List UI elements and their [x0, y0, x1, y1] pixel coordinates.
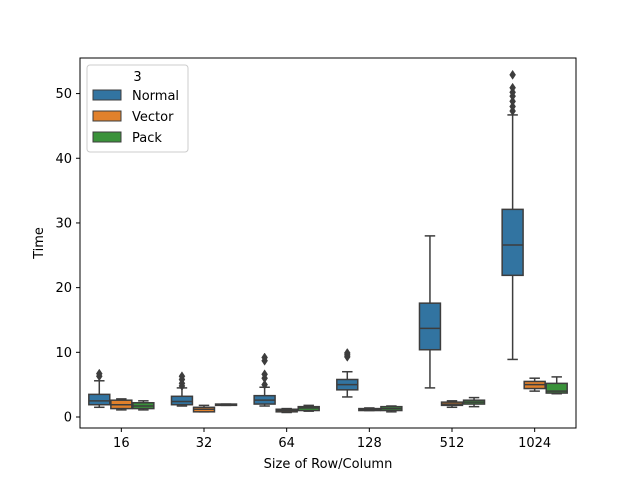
box-iqr — [170, 395, 194, 406]
x-tick-label: 32 — [196, 436, 213, 451]
x-tick-label: 512 — [440, 436, 465, 451]
outlier-point — [343, 348, 351, 358]
box-iqr — [501, 208, 524, 277]
legend-swatch-normal — [92, 89, 122, 101]
box-vector-16 — [110, 398, 133, 411]
y-tick-label: 30 — [55, 216, 72, 231]
box-vector-32 — [192, 404, 216, 413]
outlier-point — [509, 82, 516, 93]
box-pack-1024 — [545, 376, 568, 395]
legend-title: 3 — [133, 70, 141, 85]
legend-frame — [86, 64, 189, 153]
y-tick-label: 20 — [55, 281, 72, 296]
box-iqr — [545, 382, 568, 394]
box-normal-128 — [336, 348, 359, 398]
outlier-point — [95, 368, 103, 379]
x-tick-label: 1024 — [518, 436, 551, 451]
legend-label-vector: Vector — [132, 110, 174, 125]
box-vector-128 — [358, 407, 381, 412]
x-tick-label: 128 — [357, 436, 382, 451]
legend-label-pack: Pack — [132, 131, 162, 146]
x-tick-label: 16 — [113, 436, 130, 451]
box-normal-16 — [88, 368, 111, 409]
plot-frame — [79, 57, 577, 429]
y-tick-label: 0 — [64, 411, 72, 426]
box-pack-128 — [380, 405, 403, 413]
box-pack-32 — [214, 403, 238, 407]
box-vector-64 — [275, 407, 298, 414]
box-pack-16 — [132, 400, 155, 411]
box-normal-1024 — [501, 69, 524, 361]
outlier-point — [261, 369, 268, 380]
box-vector-512 — [440, 400, 464, 409]
legend-swatch-pack — [92, 131, 122, 143]
box-iqr — [418, 302, 442, 351]
legend: 3 Normal Vector Pack — [86, 64, 189, 153]
legend-label-normal: Normal — [132, 89, 179, 104]
chart-marks — [88, 69, 568, 414]
y-tick-label: 50 — [55, 87, 72, 102]
outlier-point — [178, 371, 186, 382]
outlier-point — [261, 379, 268, 390]
outlier-point — [509, 69, 516, 80]
box-vector-1024 — [523, 377, 546, 392]
outlier-point — [509, 96, 516, 107]
x-tick-label: 64 — [278, 436, 295, 451]
y-axis-label: Time — [32, 227, 47, 260]
outlier-point — [261, 352, 268, 363]
x-axis-label: Size of Row/Column — [264, 457, 393, 472]
chart-axes: 0 10 20 30 40 50 16 32 64 128 512 1024 — [55, 57, 577, 451]
box-pack-64 — [297, 404, 320, 412]
box-normal-64 — [253, 352, 276, 407]
outlier-point — [509, 101, 516, 112]
box-normal-512 — [418, 235, 442, 389]
y-tick-label: 40 — [55, 152, 72, 167]
legend-swatch-vector — [92, 110, 122, 122]
box-pack-512 — [462, 396, 486, 408]
box-normal-32 — [170, 371, 194, 407]
y-tick-label: 10 — [55, 346, 72, 361]
box-iqr — [88, 393, 111, 406]
